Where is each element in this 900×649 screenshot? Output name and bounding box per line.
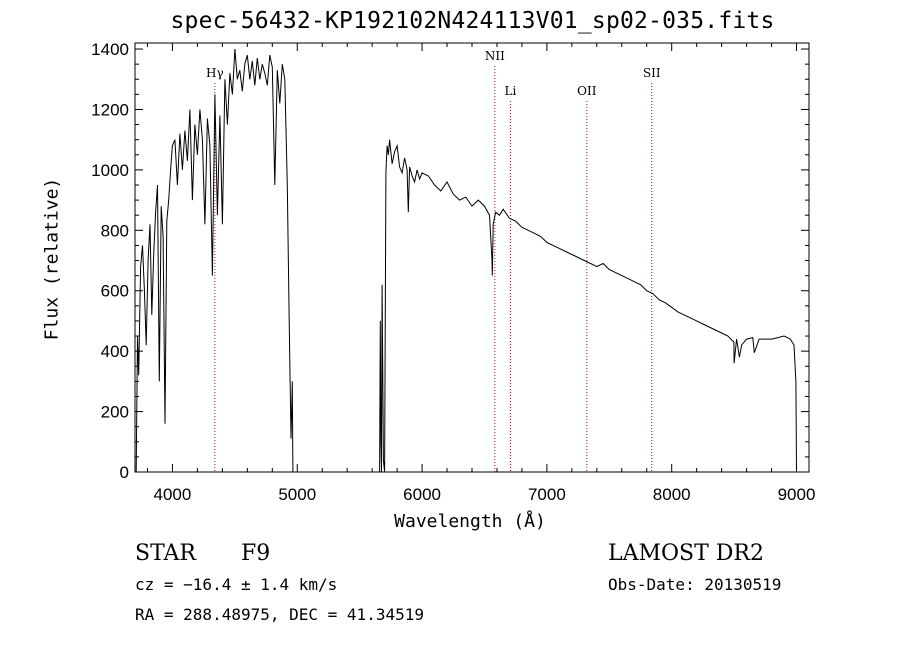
- observation-date: Obs-Date: 20130519: [608, 575, 782, 594]
- x-tick-label: 4000: [154, 485, 192, 504]
- y-tick-label: 800: [101, 221, 129, 240]
- y-tick-label: 1400: [91, 40, 129, 59]
- x-tick-label: 8000: [653, 485, 691, 504]
- y-tick-label: 0: [120, 463, 129, 482]
- x-tick-label: 7000: [528, 485, 566, 504]
- plot-frame: [134, 42, 810, 473]
- axis-ticks: 4000 5000 6000 7000 8000 9000 0 200 400 600 800 100…: [91, 40, 815, 504]
- spectrum-line: [135, 48, 797, 473]
- redshift-cz: cz = −16.4 ± 1.4 km/s: [135, 575, 338, 594]
- spectral-line-markers: Hγ NII Li OII SII: [206, 49, 661, 472]
- x-axis-label: Wavelength (Å): [394, 511, 546, 532]
- survey-name: LAMOST DR2: [608, 541, 764, 566]
- x-tick-label: 9000: [778, 485, 816, 504]
- chart-title: spec-56432-KP192102N424113V01_sp02-035.f…: [170, 8, 775, 34]
- y-axis-label: Flux (relative): [41, 177, 63, 341]
- spectral-line-label: NII: [485, 49, 505, 63]
- x-tick-label: 5000: [278, 485, 316, 504]
- y-tick-label: 200: [101, 403, 129, 422]
- spectral-line-label: SII: [643, 66, 661, 80]
- x-tick-label: 6000: [403, 485, 441, 504]
- y-tick-label: 1000: [91, 161, 129, 180]
- y-tick-label: 600: [101, 282, 129, 301]
- spectral-line-label: Hγ: [206, 66, 224, 80]
- y-tick-label: 400: [101, 342, 129, 361]
- spectral-line-label: OII: [577, 84, 597, 98]
- object-subclass: F9: [241, 541, 271, 566]
- spectral-line-label: Li: [505, 84, 517, 98]
- coordinates: RA = 288.48975, DEC = 41.34519: [135, 605, 424, 624]
- object-class: STAR: [135, 541, 196, 566]
- y-tick-label: 1200: [91, 100, 129, 119]
